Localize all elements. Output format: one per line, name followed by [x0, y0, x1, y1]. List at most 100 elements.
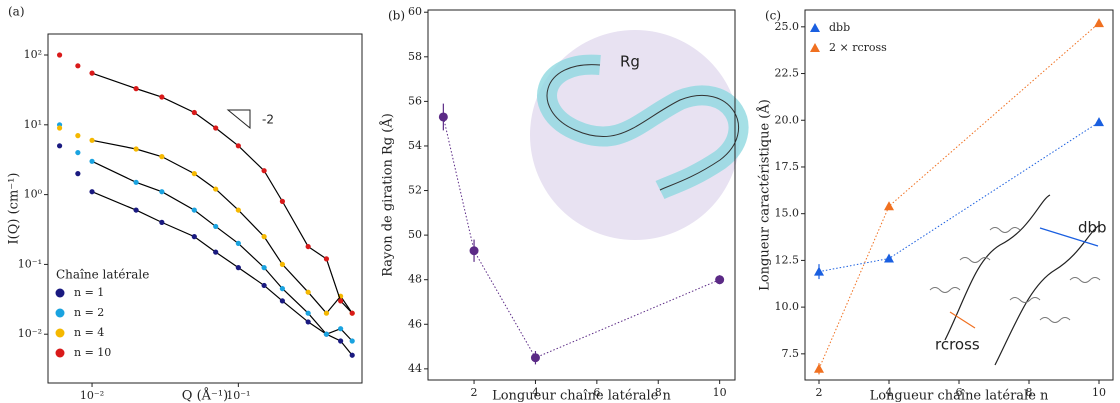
series-line	[818, 22, 1100, 369]
marker	[1094, 18, 1104, 28]
marker	[279, 286, 285, 292]
marker	[133, 179, 139, 185]
marker	[75, 133, 81, 139]
marker	[235, 143, 241, 149]
marker	[235, 207, 241, 213]
y-tick-label: 10⁰	[24, 188, 43, 201]
marker	[213, 249, 219, 255]
legend-label: n = 10	[74, 346, 111, 359]
y-tick-label: 7.5	[782, 347, 800, 360]
legend-marker	[55, 308, 65, 318]
marker	[305, 319, 311, 325]
marker	[530, 353, 540, 363]
y-axis-label: I(Q) (cm⁻¹)	[7, 173, 22, 245]
marker	[191, 207, 197, 213]
y-tick-label: 48	[408, 273, 422, 286]
marker	[56, 125, 63, 131]
marker	[159, 189, 165, 195]
marker	[235, 265, 241, 271]
panel-label: (c)	[765, 9, 781, 23]
y-tick-label: 10.0	[775, 300, 800, 313]
y-axis-label: Rayon de giration Rg (Å)	[380, 113, 396, 277]
y-tick-label: 58	[408, 50, 422, 63]
marker	[75, 149, 81, 156]
marker	[191, 234, 197, 240]
marker	[323, 256, 330, 262]
annotation: rcross	[935, 336, 980, 354]
marker	[279, 261, 285, 268]
marker	[75, 63, 81, 69]
fit-curve	[91, 160, 353, 342]
annotation: -2	[262, 113, 274, 127]
x-tick-label: 2	[471, 386, 478, 399]
y-tick-label: 56	[408, 94, 422, 107]
marker	[349, 310, 355, 316]
marker	[159, 219, 165, 225]
y-tick-label: 22.5	[775, 67, 800, 80]
marker	[89, 158, 95, 164]
marker	[1094, 117, 1104, 127]
y-tick-label: 10¹	[24, 118, 42, 131]
legend-marker	[55, 288, 65, 298]
marker	[814, 363, 824, 373]
annotation: Rg	[620, 53, 640, 71]
x-tick-label: 4	[886, 386, 893, 399]
y-tick-label: 10²	[24, 48, 42, 61]
x-tick-label: 10⁻¹	[226, 389, 250, 402]
marker	[279, 198, 285, 204]
legend-label: n = 1	[74, 286, 104, 299]
marker	[133, 86, 139, 92]
marker	[56, 52, 63, 58]
plot-frame	[47, 33, 363, 384]
marker	[338, 298, 344, 304]
marker	[305, 243, 311, 250]
marker	[349, 338, 355, 344]
y-tick-label: 52	[408, 184, 422, 197]
panel-label: (a)	[8, 5, 25, 19]
marker	[213, 125, 219, 131]
marker	[133, 207, 139, 213]
legend-marker	[55, 328, 65, 338]
marker	[235, 240, 241, 246]
legend-marker	[810, 23, 820, 32]
marker	[89, 70, 95, 76]
marker	[261, 234, 267, 240]
marker	[159, 94, 165, 100]
marker	[89, 189, 95, 195]
series-line	[442, 116, 720, 359]
marker	[89, 137, 95, 143]
marker	[814, 266, 824, 276]
legend-title: Chaîne latérale	[56, 268, 149, 282]
legend-marker	[55, 348, 65, 358]
polymer-backbone	[546, 64, 739, 191]
x-tick-label: 6	[956, 386, 963, 399]
x-tick-label: 8	[1026, 386, 1033, 399]
y-tick-label: 10⁻²	[18, 327, 42, 340]
marker	[884, 201, 894, 211]
marker	[715, 275, 725, 285]
y-tick-label: 54	[408, 139, 422, 152]
marker	[191, 171, 197, 177]
plot-frame	[427, 9, 736, 381]
y-tick-label: 50	[408, 228, 422, 241]
x-axis-label: Longueur chaîne latérale n	[492, 389, 671, 403]
marker	[323, 331, 330, 337]
x-tick-label: 4	[532, 386, 539, 399]
x-tick-label: 6	[593, 386, 600, 399]
marker	[159, 154, 165, 160]
fit-curve	[91, 72, 353, 314]
marker	[338, 326, 344, 332]
marker	[305, 289, 311, 295]
marker	[56, 143, 63, 149]
marker	[438, 112, 448, 122]
marker	[261, 168, 267, 174]
fit-curve	[91, 139, 353, 315]
y-tick-label: 20.0	[775, 113, 800, 126]
slope-triangle	[226, 109, 251, 130]
y-tick-label: 15.0	[775, 207, 800, 220]
marker	[191, 109, 197, 116]
plot-frame	[804, 9, 1114, 381]
legend-marker	[810, 43, 820, 52]
rcross-arrow	[949, 311, 976, 329]
